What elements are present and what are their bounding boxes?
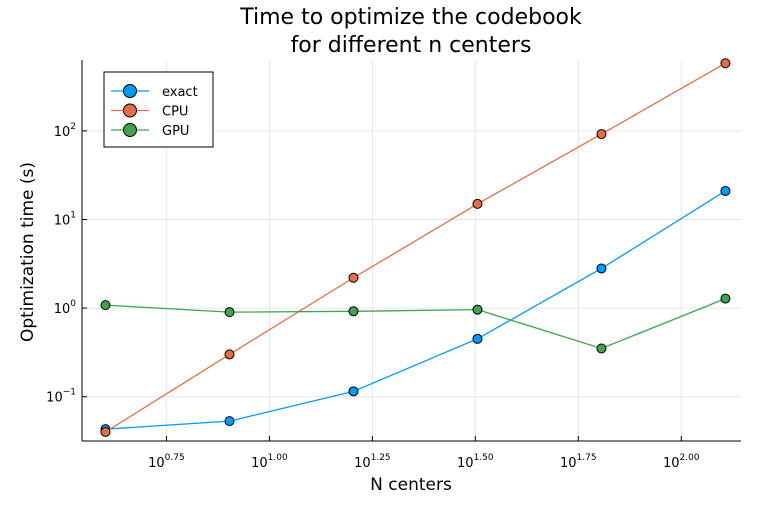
- axis-ticks: 100.75 101.00 101.25 101.50 101.75 102.0010−1…: [46, 122, 700, 471]
- y-axis-label: Optimization time (s): [18, 162, 38, 342]
- data-point-exact: [224, 416, 235, 427]
- legend-item-cpu: CPU: [111, 103, 188, 120]
- chart-title-line-1: Time to optimize the codebook: [239, 5, 582, 30]
- y-tick-label: 100: [54, 299, 77, 317]
- legend-swatch-marker: [123, 84, 137, 98]
- y-tick-base: 10: [54, 125, 71, 140]
- gridlines: [82, 60, 741, 441]
- data-point-gpu: [224, 307, 235, 318]
- data-point-cpu: [720, 58, 731, 69]
- data-point-cpu: [596, 129, 607, 140]
- series-exact: [100, 185, 731, 435]
- y-tick-base: 10: [46, 391, 63, 406]
- data-point-exact: [348, 386, 359, 397]
- y-tick-exponent: −1: [63, 388, 76, 398]
- y-tick-exponent: 2: [70, 122, 76, 132]
- legend-label: exact: [162, 85, 198, 100]
- x-tick-exponent: 1.25: [371, 453, 391, 463]
- data-point-gpu: [100, 300, 111, 311]
- x-tick-label: 101.75: [560, 453, 597, 471]
- x-tick-exponent: 1.50: [474, 453, 494, 463]
- legend-swatch-marker: [123, 103, 137, 118]
- y-tick-label: 10−1: [46, 388, 76, 406]
- y-tick-exponent: 0: [70, 299, 76, 309]
- x-axis-label: N centers: [370, 475, 452, 495]
- x-tick-base: 10: [251, 456, 268, 471]
- legend-swatch-marker: [123, 123, 137, 137]
- legend-label: GPU: [162, 124, 189, 139]
- data-point-exact: [720, 185, 731, 196]
- data-point-gpu: [472, 304, 483, 315]
- series-gpu: [100, 293, 731, 354]
- series-line-exact: [105, 190, 726, 430]
- legend-item-exact: exact: [111, 84, 198, 100]
- data-point-cpu: [348, 272, 359, 283]
- x-tick-base: 10: [354, 456, 371, 471]
- series-cpu: [100, 58, 731, 437]
- data-point-cpu: [100, 426, 111, 437]
- legend: exact CPU GPU: [103, 71, 214, 148]
- x-tick-exponent: 0.75: [165, 453, 185, 463]
- y-tick-exponent: 1: [70, 210, 76, 220]
- x-tick-exponent: 1.00: [268, 453, 288, 463]
- y-tick-base: 10: [54, 213, 71, 228]
- data-point-gpu: [348, 306, 359, 317]
- legend-item-gpu: GPU: [111, 123, 189, 139]
- x-tick-label: 101.25: [354, 453, 391, 471]
- x-tick-label: 102.00: [663, 453, 700, 471]
- legend-box: [103, 71, 214, 148]
- series-line-gpu: [105, 297, 726, 350]
- x-tick-label: 100.75: [148, 453, 185, 471]
- data-point-exact: [596, 263, 607, 274]
- x-tick-base: 10: [148, 456, 165, 471]
- data-point-gpu: [720, 293, 731, 304]
- y-tick-label: 101: [54, 210, 76, 228]
- x-tick-base: 10: [663, 456, 680, 471]
- legend-label: CPU: [162, 105, 188, 120]
- data-point-gpu: [596, 343, 607, 354]
- x-tick-exponent: 1.75: [577, 453, 597, 463]
- y-tick-base: 10: [54, 302, 71, 317]
- data-point-cpu: [224, 349, 235, 360]
- x-tick-label: 101.50: [457, 453, 494, 471]
- x-tick-label: 101.00: [251, 453, 288, 471]
- x-tick-base: 10: [457, 456, 474, 471]
- chart-title-line-2: for different n centers: [291, 33, 532, 58]
- x-tick-exponent: 2.00: [680, 453, 700, 463]
- series-layer: [100, 58, 731, 437]
- data-point-exact: [472, 333, 483, 344]
- data-point-cpu: [472, 198, 483, 209]
- series-line-cpu: [105, 62, 726, 433]
- y-tick-label: 102: [54, 122, 76, 140]
- x-tick-base: 10: [560, 456, 577, 471]
